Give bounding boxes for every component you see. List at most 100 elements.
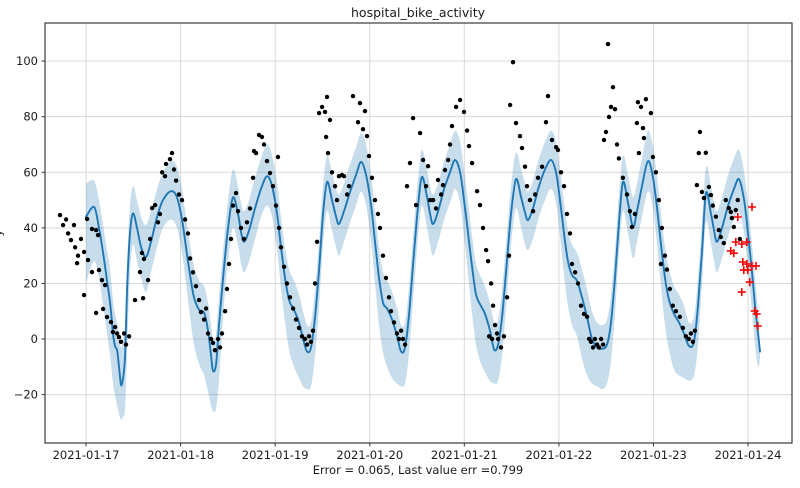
observation-point: [680, 325, 686, 331]
observation-point: [187, 256, 193, 261]
observation-point: [350, 93, 356, 99]
observation-point: [592, 336, 598, 342]
recent-actual-point: [733, 213, 742, 221]
observation-point: [653, 170, 659, 175]
observation-point: [423, 184, 429, 189]
observation-point: [81, 292, 87, 298]
observation-point: [445, 157, 451, 163]
observation-point: [314, 239, 320, 244]
observation-point: [388, 309, 394, 314]
observation-point: [74, 261, 80, 266]
observation-point: [532, 192, 538, 197]
observation-point: [489, 336, 495, 342]
x-tick-label: 2021-01-19: [242, 448, 309, 462]
recent-actual-point: [742, 260, 751, 268]
observation-point: [402, 342, 408, 347]
observation-point: [581, 311, 587, 317]
observation-point: [606, 114, 612, 120]
observation-point: [650, 154, 656, 160]
observation-point: [578, 303, 584, 308]
observation-point: [327, 117, 333, 123]
observation-point: [510, 60, 516, 65]
observation-point: [230, 203, 236, 208]
observation-point: [474, 189, 480, 194]
observation-point: [558, 170, 564, 175]
observation-point: [60, 222, 66, 228]
recent-actual-points: [726, 203, 762, 330]
observation-point: [398, 328, 404, 333]
observation-point: [483, 247, 489, 253]
forecast-line-path: [85, 159, 761, 387]
observation-point: [701, 195, 707, 201]
observation-point: [81, 249, 87, 255]
observation-point: [435, 177, 441, 183]
y-tick-label: −20: [14, 388, 38, 402]
observation-point: [201, 317, 207, 322]
observation-point: [241, 236, 247, 242]
observation-point: [716, 227, 721, 233]
observation-point: [102, 282, 108, 288]
observation-point: [498, 345, 504, 350]
observation-point: [346, 184, 352, 189]
recent-actual-point: [737, 240, 746, 248]
observation-point: [141, 256, 147, 262]
observation-point: [501, 334, 507, 339]
observation-point: [737, 236, 742, 242]
observation-point: [71, 222, 77, 228]
observation-point: [430, 197, 436, 203]
observation-point: [203, 306, 209, 311]
y-tick-label: 100: [16, 54, 38, 68]
observation-point: [407, 160, 413, 166]
observation-point: [325, 150, 331, 156]
observation-point: [132, 297, 138, 303]
observation-point: [692, 328, 698, 333]
observation-point: [235, 209, 241, 214]
observation-point: [185, 231, 191, 236]
observation-point: [196, 297, 202, 303]
observation-point: [75, 253, 81, 258]
observation-point: [697, 129, 703, 135]
observation-point: [215, 336, 221, 342]
observation-point: [377, 225, 383, 231]
observation-point: [728, 209, 733, 215]
observation-point: [636, 150, 642, 156]
recent-actual-point: [729, 249, 738, 258]
observation-point: [670, 303, 675, 308]
observation-point: [731, 224, 736, 230]
observation-point: [567, 231, 573, 236]
observation-point: [383, 275, 389, 281]
observation-point: [193, 284, 199, 289]
observation-point: [212, 348, 218, 353]
observation-point: [624, 192, 630, 197]
x-tick-label: 2021-01-23: [620, 448, 687, 462]
observation-point: [522, 164, 528, 169]
observation-point: [596, 345, 602, 350]
observation-point: [137, 269, 143, 275]
observation-point: [357, 100, 363, 106]
observation-point: [543, 120, 549, 125]
observation-point: [495, 336, 501, 342]
observation-point: [84, 216, 90, 222]
observation-point: [504, 295, 510, 300]
observation-point: [688, 331, 694, 336]
x-tick-label: 2021-01-18: [147, 448, 214, 462]
observation-point: [659, 225, 665, 231]
observation-point: [147, 236, 153, 242]
observation-point: [486, 334, 492, 339]
observation-point: [167, 157, 173, 162]
observation-point: [89, 226, 95, 232]
observation-point: [121, 331, 127, 336]
observation-point: [530, 209, 536, 214]
observation-point: [673, 309, 679, 314]
observation-point: [63, 217, 69, 222]
observation-point: [176, 192, 182, 197]
observation-point: [600, 342, 606, 347]
observation-point: [341, 174, 347, 179]
observation-point: [123, 342, 129, 347]
observation-point: [733, 207, 738, 213]
observation-point: [425, 164, 431, 169]
observation-point: [477, 202, 483, 208]
observation-point: [182, 217, 188, 222]
observation-point: [686, 336, 691, 342]
